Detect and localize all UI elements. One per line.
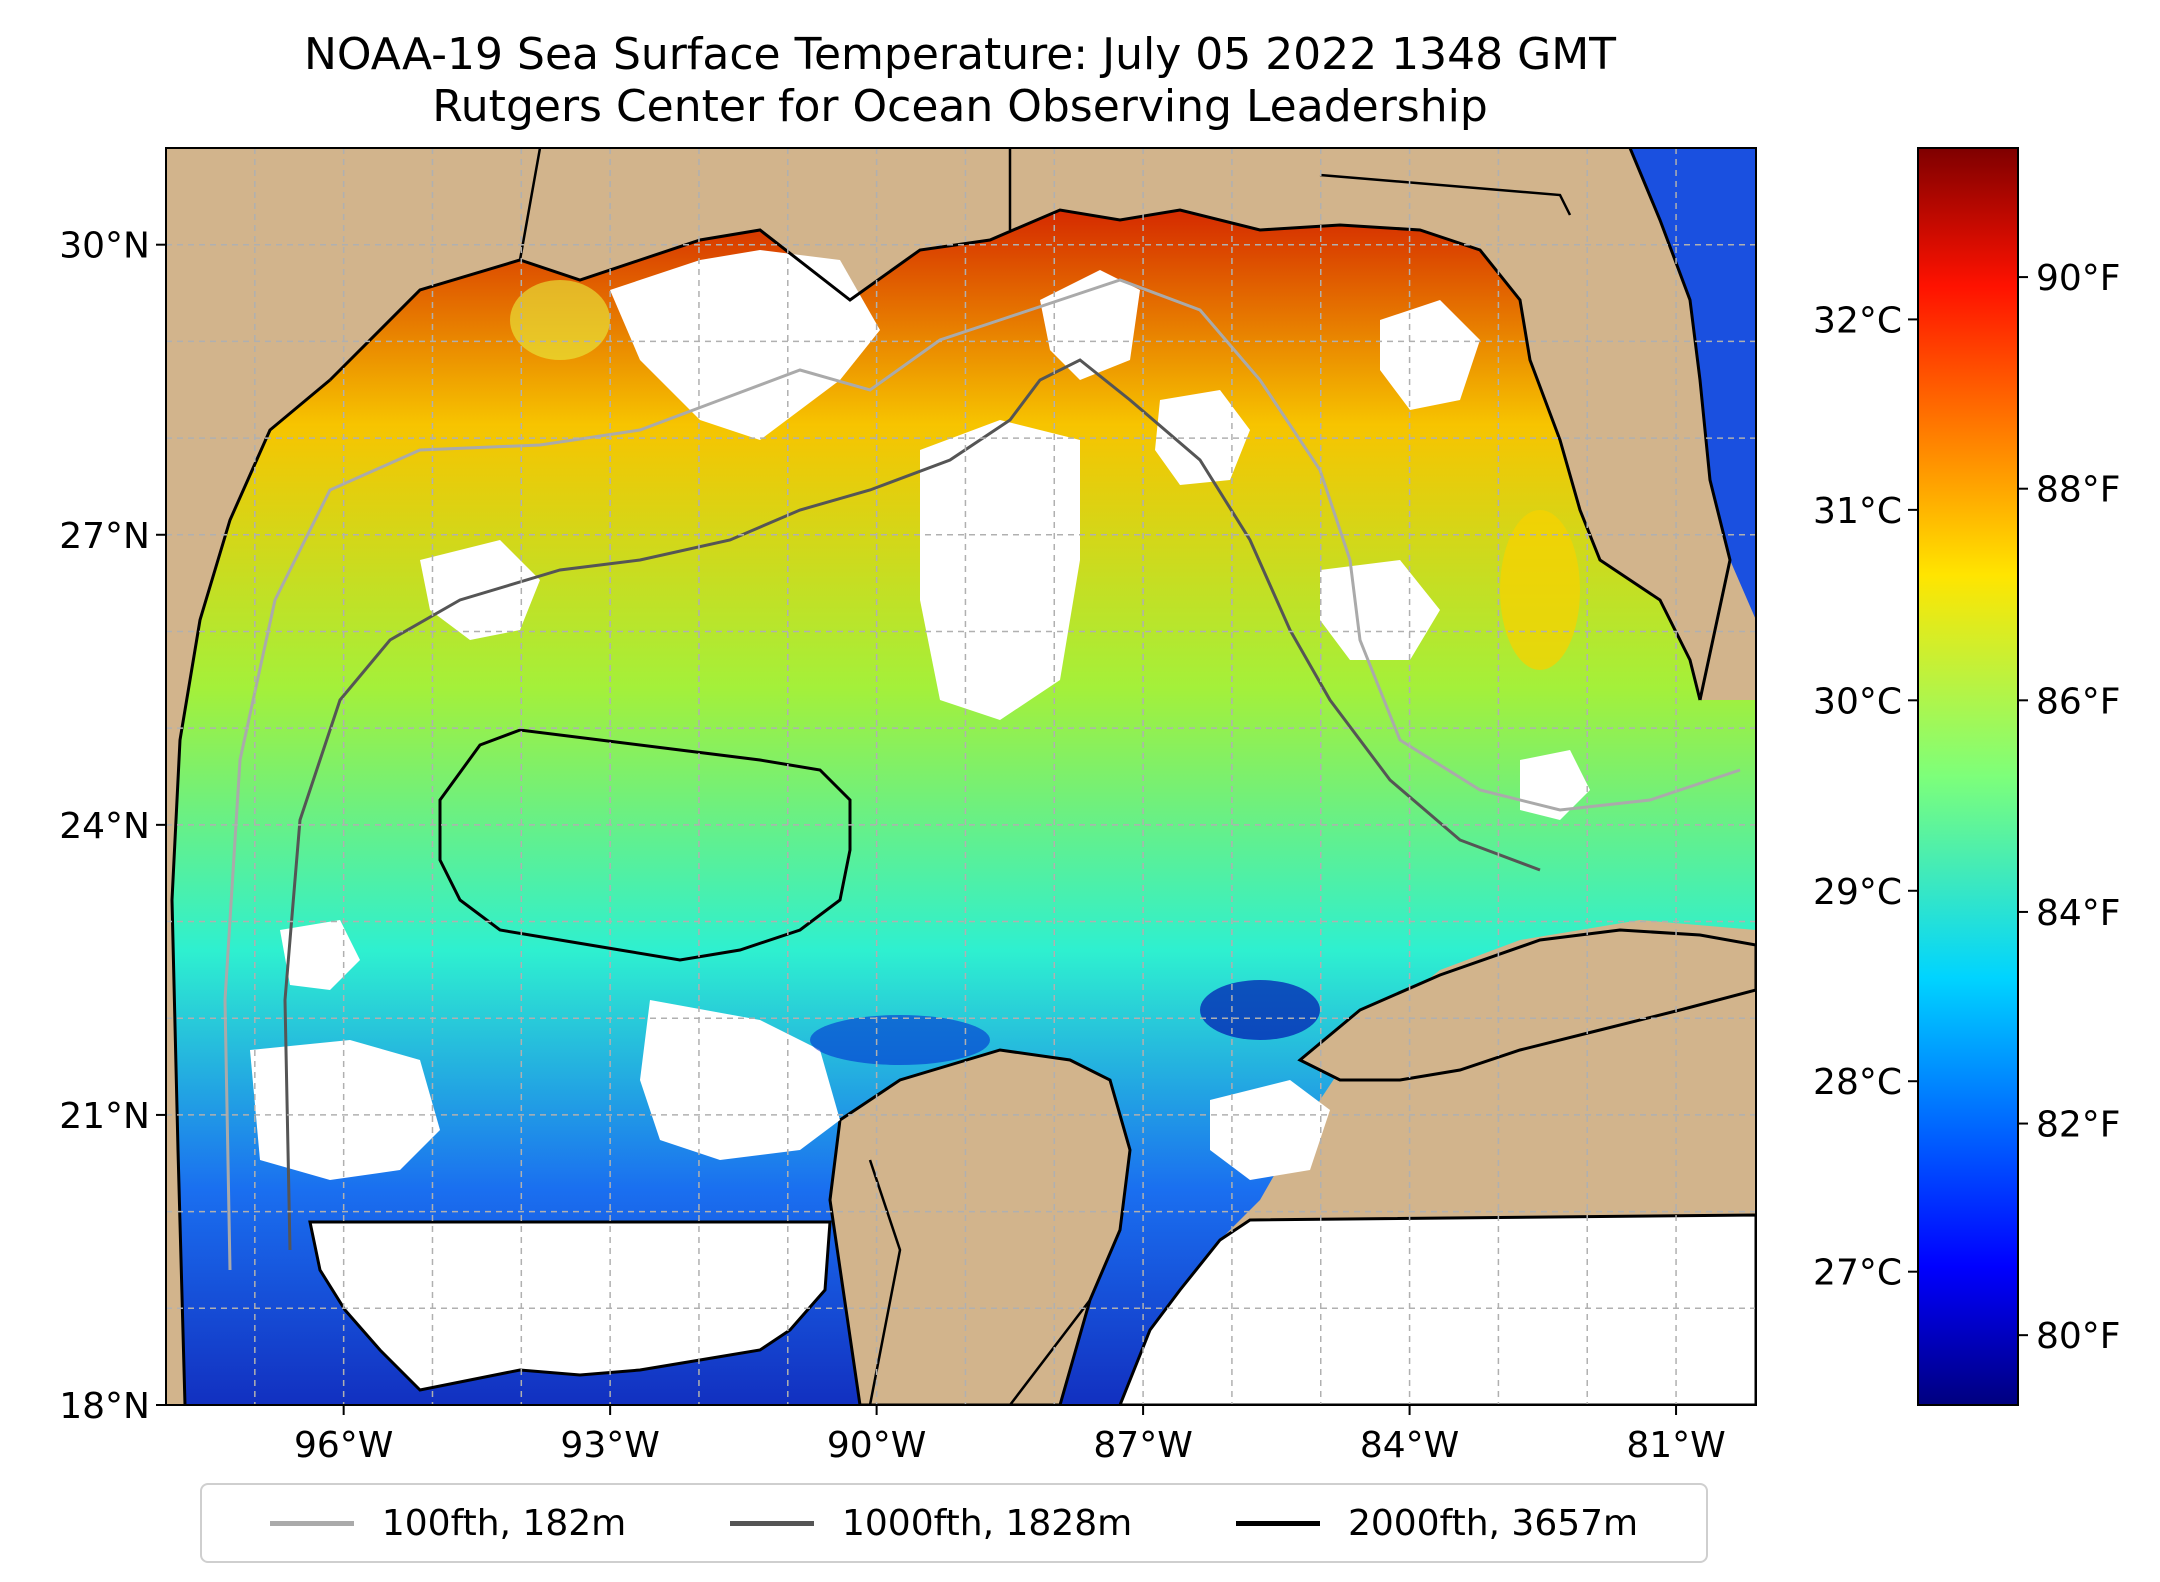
lat-tick-label: 18°N [59, 1386, 150, 1427]
lat-tick-label: 27°N [59, 516, 150, 557]
celsius-tick-label: 27°C [1813, 1253, 1902, 1294]
lon-tick-label: 84°W [1360, 1425, 1459, 1466]
legend-line-100fth [269, 1520, 354, 1526]
legend-line-2000fth [1235, 1520, 1320, 1526]
lon-tick-label: 81°W [1626, 1425, 1725, 1466]
celsius-tick-label: 31°C [1813, 491, 1902, 532]
fahrenheit-axis: 80°F 82°F 84°F 86°F 88°F 90°F [2018, 258, 2121, 1357]
map-area [166, 148, 1756, 1405]
contour-2000fth [438, 728, 852, 962]
fahrenheit-tick-label: 80°F [2036, 1316, 2121, 1357]
celsius-tick-label: 29°C [1813, 872, 1902, 913]
bay-of-campeche-no-data [308, 1220, 832, 1392]
map-title: NOAA-19 Sea Surface Temperature: July 05… [303, 29, 1617, 80]
map-frame [165, 147, 1757, 1406]
contour-1000fth [283, 358, 1541, 1251]
lon-tick-label: 93°W [560, 1425, 659, 1466]
map-subtitle: Rutgers Center for Ocean Observing Leade… [432, 81, 1488, 132]
atlantic-water-sst [1630, 148, 1756, 620]
us-gulf-coastline [328, 208, 1702, 701]
lat-tick-label: 30°N [59, 226, 150, 267]
legend-label-100fth: 100fth, 182m [381, 1502, 627, 1544]
contour-100fth [223, 278, 1741, 1271]
lon-tick-label: 87°W [1093, 1425, 1192, 1466]
border-lines [518, 148, 1572, 1405]
depth-contour-legend: 100fth, 182m 1000fth, 1828m 2000fth, 365… [200, 1483, 1708, 1563]
legend-item-2000fth: 2000fth, 3657m [1235, 1502, 1639, 1544]
lon-tick-label: 90°W [827, 1425, 926, 1466]
lon-tick-label: 96°W [294, 1425, 393, 1466]
gulf-water-sst [172, 210, 1756, 1405]
celsius-axis: 27°C 28°C 29°C 30°C 31°C 32°C [1813, 300, 1918, 1294]
longitude-axis: 96°W 93°W 90°W 87°W 84°W 81°W [294, 1405, 1726, 1466]
fahrenheit-tick-label: 90°F [2036, 258, 2121, 299]
caribbean-no-data [1118, 1213, 1756, 1405]
fahrenheit-tick-label: 82°F [2036, 1105, 2121, 1146]
gridlines [166, 148, 1756, 1405]
lat-tick-label: 24°N [59, 806, 150, 847]
legend-line-1000fth [730, 1520, 814, 1526]
warm-patches [510, 280, 1580, 1065]
legend-label-1000fth: 1000fth, 1828m [842, 1502, 1133, 1544]
cuba [1297, 928, 1756, 1082]
fahrenheit-tick-label: 88°F [2036, 470, 2121, 511]
celsius-tick-label: 28°C [1813, 1062, 1902, 1103]
latitude-axis: 18°N 21°N 24°N 27°N 30°N [59, 226, 166, 1427]
fahrenheit-tick-label: 84°F [2036, 893, 2121, 934]
legend-item-100fth: 100fth, 182m [269, 1502, 627, 1544]
fahrenheit-tick-label: 86°F [2036, 681, 2121, 722]
mexico-coastline [170, 378, 331, 1405]
colorbar [1917, 147, 2019, 1406]
celsius-tick-label: 32°C [1813, 300, 1902, 341]
legend-label-2000fth: 2000fth, 3657m [1347, 1502, 1639, 1544]
florida-east-coastline [1628, 148, 1732, 701]
lat-tick-label: 21°N [59, 1096, 150, 1137]
celsius-tick-label: 30°C [1813, 681, 1902, 722]
legend-item-1000fth: 1000fth, 1828m [730, 1503, 1132, 1544]
